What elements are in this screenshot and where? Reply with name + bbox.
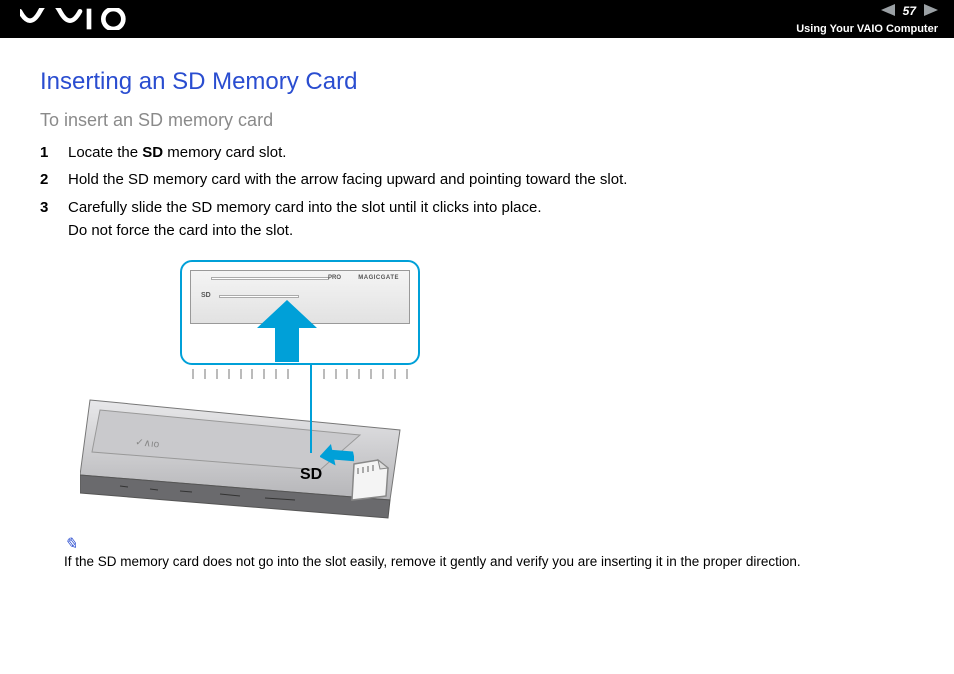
step-list: 1 Locate the SD memory card slot. 2 Hold… xyxy=(40,141,914,242)
note-icon: ✎ xyxy=(64,536,77,553)
step-text: Hold the SD memory card with the arrow f… xyxy=(68,171,627,188)
step-number: 2 xyxy=(40,168,48,191)
sd-card-icon xyxy=(348,458,392,502)
sd-card-label: SD xyxy=(300,466,322,484)
step-text-pre: Locate the xyxy=(68,144,142,161)
page-nav: 57 xyxy=(881,3,938,21)
insert-arrow-icon xyxy=(257,300,317,367)
step-text-post: memory card slot. xyxy=(163,144,286,161)
step-text: Carefully slide the SD memory card into … xyxy=(68,199,542,216)
magicgate-label: MAGICGATE xyxy=(358,275,399,281)
pro-label: PRO xyxy=(328,275,341,281)
page-content: Inserting an SD Memory Card To insert an… xyxy=(0,38,954,589)
figure: PRO MAGICGATE SD xyxy=(80,260,500,520)
callout-box: PRO MAGICGATE SD xyxy=(180,260,420,365)
step-number: 1 xyxy=(40,141,48,164)
vaio-logo xyxy=(20,8,130,30)
step-item: 3 Carefully slide the SD memory card int… xyxy=(40,196,914,243)
section-title: Using Your VAIO Computer xyxy=(796,23,938,35)
page-number: 57 xyxy=(899,5,920,18)
step-item: 2 Hold the SD memory card with the arrow… xyxy=(40,168,914,191)
step-number: 3 xyxy=(40,196,48,219)
main-heading: Inserting an SD Memory Card xyxy=(40,68,914,96)
prev-arrow-icon[interactable] xyxy=(881,3,895,21)
header-bar: 57 Using Your VAIO Computer xyxy=(0,0,954,38)
step-text-line2: Do not force the card into the slot. xyxy=(68,222,293,239)
sd-slot-label: SD xyxy=(201,292,211,299)
note-text: If the SD memory card does not go into t… xyxy=(64,554,914,569)
step-item: 1 Locate the SD memory card slot. xyxy=(40,141,914,164)
vent-dots xyxy=(192,369,408,383)
next-arrow-icon[interactable] xyxy=(924,3,938,21)
step-text-bold: SD xyxy=(142,144,163,161)
sub-heading: To insert an SD memory card xyxy=(40,110,914,131)
header-right: 57 Using Your VAIO Computer xyxy=(796,3,938,35)
note-block: ✎ If the SD memory card does not go into… xyxy=(40,536,914,569)
